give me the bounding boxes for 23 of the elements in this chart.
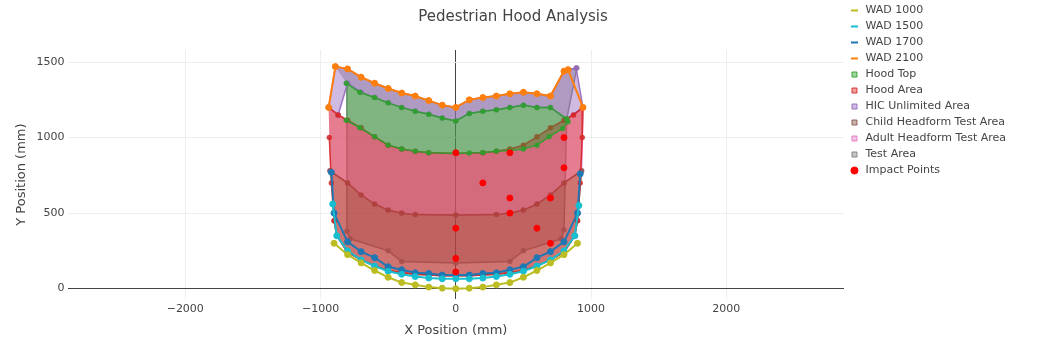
legend-label: WAD 1700 [865,35,924,49]
legend-label: Adult Headform Test Area [865,131,1006,145]
chart-title: Pedestrian Hood Analysis [418,6,609,25]
x-tick-label: 1000 [577,301,606,315]
legend-label: Impact Points [865,163,941,177]
y-axis-title: Y Position (mm) [13,123,29,227]
legend-label: Child Headform Test Area [865,115,1006,129]
y-tick-label: 0 [57,281,65,295]
x-tick-label: −1000 [301,301,340,315]
x-axis-title: X Position (mm) [404,321,508,337]
x-tick-label: 2000 [712,301,741,315]
legend-label: Hood Area [865,83,923,97]
legend-label: WAD 2100 [865,51,924,65]
legend-label: HIC Unlimited Area [865,99,970,113]
x-tick-label: −2000 [166,301,204,315]
legend-label: Hood Top [865,67,917,81]
legend-label: Test Area [864,147,916,161]
x-tick-label: 0 [452,301,460,315]
y-tick-label: 1500 [36,54,65,68]
legend-label: WAD 1000 [865,3,924,17]
y-tick-label: 1000 [36,130,65,144]
legend-label: WAD 1500 [865,19,924,33]
y-tick-label: 500 [43,205,65,219]
